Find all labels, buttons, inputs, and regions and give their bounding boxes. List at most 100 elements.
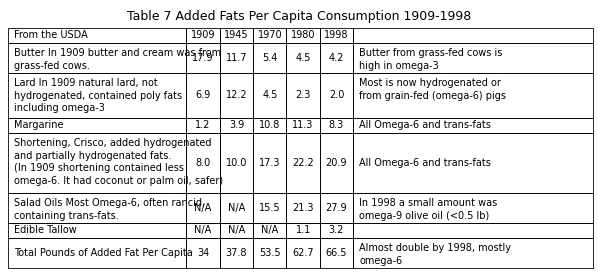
Bar [220,43,253,73]
Text: Most is now hydrogenated or
from grain-fed (omega-6) pigs: Most is now hydrogenated or from grain-f… [359,79,506,101]
Bar [353,28,593,43]
Bar [187,43,220,73]
Text: Table 7 Added Fats Per Capita Consumption 1909-1998: Table 7 Added Fats Per Capita Consumptio… [127,10,471,23]
Bar [253,238,286,268]
Text: 4.2: 4.2 [329,53,344,63]
Bar [320,73,353,118]
Bar [220,28,253,43]
Text: In 1998 a small amount was
omega-9 olive oil (<0.5 lb): In 1998 a small amount was omega-9 olive… [359,199,498,221]
Text: 62.7: 62.7 [292,248,314,258]
Bar [220,223,253,238]
Bar [220,118,253,133]
Text: 53.5: 53.5 [259,248,280,258]
Text: All Omega-6 and trans-fats: All Omega-6 and trans-fats [359,120,491,131]
Bar [253,43,286,73]
Bar [8,193,187,223]
Text: N/A: N/A [228,203,245,213]
Text: Margarine: Margarine [14,120,63,131]
Bar [320,28,353,43]
Bar [8,118,187,133]
Bar [286,238,320,268]
Bar [220,193,253,223]
Bar [286,73,320,118]
Text: 2.0: 2.0 [329,91,344,100]
Text: Total Pounds of Added Fat Per Capita: Total Pounds of Added Fat Per Capita [14,248,193,258]
Bar [8,73,187,118]
Bar [353,118,593,133]
Text: 8.0: 8.0 [196,158,210,168]
Bar [220,73,253,118]
Text: N/A: N/A [228,225,245,236]
Text: 3.2: 3.2 [329,225,344,236]
Bar [8,28,187,43]
Text: 5.4: 5.4 [262,53,277,63]
Text: Edible Tallow: Edible Tallow [14,225,77,236]
Text: 11.3: 11.3 [292,120,314,131]
Text: Butter from grass-fed cows is
high in omega-3: Butter from grass-fed cows is high in om… [359,48,502,71]
Bar [8,223,187,238]
Bar [353,223,593,238]
Bar [253,193,286,223]
Bar [353,43,593,73]
Bar [286,28,320,43]
Text: N/A: N/A [194,225,212,236]
Bar [320,193,353,223]
Text: 34: 34 [197,248,209,258]
Bar [220,238,253,268]
Bar [286,193,320,223]
Bar [253,223,286,238]
Bar [8,133,187,193]
Text: 8.3: 8.3 [329,120,344,131]
Bar [187,73,220,118]
Text: 1.1: 1.1 [295,225,311,236]
Bar [187,28,220,43]
Text: From the USDA: From the USDA [14,30,88,41]
Text: Butter In 1909 butter and cream was from
grass-fed cows.: Butter In 1909 butter and cream was from… [14,48,221,71]
Bar [286,43,320,73]
Text: N/A: N/A [194,203,212,213]
Text: 17.9: 17.9 [193,53,214,63]
Bar [320,238,353,268]
Bar [187,223,220,238]
Bar [320,118,353,133]
Text: 4.5: 4.5 [262,91,277,100]
Text: 6.9: 6.9 [196,91,210,100]
Text: 17.3: 17.3 [259,158,280,168]
Bar [187,193,220,223]
Text: 1909: 1909 [191,30,215,41]
Bar [353,73,593,118]
Bar [253,118,286,133]
Text: 1980: 1980 [291,30,315,41]
Bar [353,238,593,268]
Text: 10.0: 10.0 [226,158,247,168]
Bar [8,43,187,73]
Text: 1970: 1970 [258,30,282,41]
Text: 4.5: 4.5 [295,53,311,63]
Text: 20.9: 20.9 [326,158,347,168]
Text: 1998: 1998 [324,30,349,41]
Text: 12.2: 12.2 [225,91,247,100]
Text: 22.2: 22.2 [292,158,314,168]
Text: 37.8: 37.8 [225,248,247,258]
Text: 10.8: 10.8 [259,120,280,131]
Bar [320,43,353,73]
Text: Salad Oils Most Omega-6, often rancid,
containing trans-fats.: Salad Oils Most Omega-6, often rancid, c… [14,199,205,221]
Bar [8,238,187,268]
Text: 11.7: 11.7 [225,53,247,63]
Text: 2.3: 2.3 [295,91,311,100]
Text: 21.3: 21.3 [292,203,314,213]
Text: Almost double by 1998, mostly
omega-6: Almost double by 1998, mostly omega-6 [359,243,511,266]
Bar [353,193,593,223]
Text: 1.2: 1.2 [196,120,210,131]
Text: 66.5: 66.5 [326,248,347,258]
Text: 1945: 1945 [224,30,249,41]
Bar [253,73,286,118]
Bar [286,118,320,133]
Text: 15.5: 15.5 [259,203,280,213]
Bar [286,133,320,193]
Bar [286,223,320,238]
Bar [220,133,253,193]
Bar [253,28,286,43]
Bar [187,133,220,193]
Text: Shortening, Crisco, added hydrogenated
and partially hydrogenated fats.
(In 1909: Shortening, Crisco, added hydrogenated a… [14,138,223,186]
